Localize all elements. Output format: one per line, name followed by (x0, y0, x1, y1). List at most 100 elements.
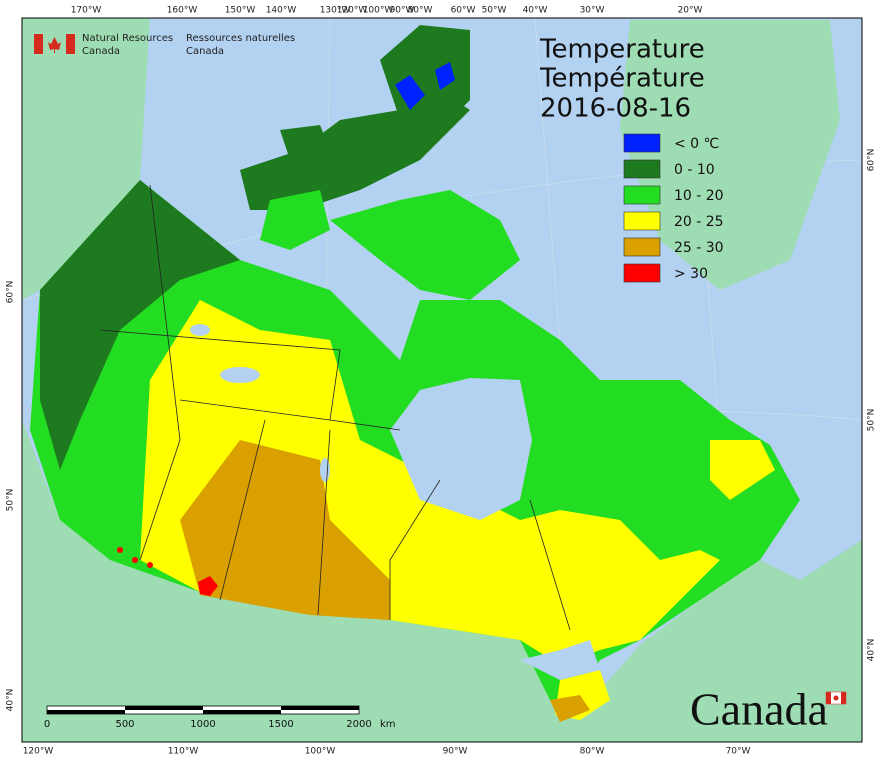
spot (147, 562, 153, 568)
agency-en: Canada (82, 46, 120, 57)
flag-bar (826, 692, 831, 704)
spot (132, 557, 138, 563)
scale-unit: km (380, 719, 396, 730)
flag-bar (841, 692, 846, 704)
graticule-label: 120°W (23, 747, 54, 757)
graticule-label: 160°W (167, 6, 198, 16)
graticule-label: 90°W (443, 747, 468, 757)
graticule-label: 120°W (337, 6, 368, 16)
spot (117, 547, 123, 553)
legend-label: 20 - 25 (674, 214, 724, 230)
scale-segment (47, 710, 125, 714)
scale-label: 2000 (346, 719, 371, 730)
hudson-bay (390, 378, 532, 520)
border (99, 329, 341, 421)
arctic-islands (240, 25, 520, 300)
border (179, 399, 401, 431)
graticule-label: 150°W (225, 6, 256, 16)
flag-bar (66, 34, 75, 54)
very-hot-region (198, 576, 218, 596)
flag-bar (34, 34, 43, 54)
graticule-label: 80°W (580, 747, 605, 757)
border (317, 429, 331, 616)
maple-leaf (833, 695, 839, 701)
graticule-label: 100°W (305, 747, 336, 757)
graticule-label: 130°W (320, 6, 351, 16)
legend-label: 10 - 20 (674, 188, 724, 204)
graticule-label: 60°N (867, 149, 877, 172)
province-borders (99, 184, 571, 631)
graticule-label: 30°W (580, 6, 605, 16)
united-states (22, 420, 862, 742)
border (389, 479, 441, 620)
title-fr: Température (539, 64, 705, 94)
island (280, 125, 330, 160)
ice (395, 75, 425, 110)
wordmark: Canada (690, 684, 828, 735)
ice (435, 62, 455, 90)
graticule-labels: 170°W 160°W 150°W 140°W 130°W120°W100°W90°W8… (6, 6, 877, 757)
legend-swatch (623, 263, 661, 283)
graticule-label: 110°W (168, 747, 199, 757)
lake (190, 324, 210, 336)
island (380, 25, 470, 130)
scale-labels: 0 500 1000 1500 2000 km (44, 719, 396, 730)
graticule-label: 140°W (266, 6, 297, 16)
graticule-label: 170°W (71, 6, 102, 16)
hot-region (180, 440, 390, 620)
scale-label: 500 (115, 719, 134, 730)
graticule-label: 90°W (390, 6, 415, 16)
scale-segment (125, 706, 203, 710)
agency-fr: Canada (186, 46, 224, 57)
map-frame (21, 17, 863, 743)
maple-leaf (48, 37, 61, 53)
lake (320, 458, 330, 482)
graticule-label: 20°W (678, 6, 703, 16)
graticule-label: 60°N (6, 281, 16, 304)
legend-label: 0 - 10 (674, 162, 715, 178)
legend-label: > 30 (674, 266, 708, 282)
lake (220, 367, 260, 383)
island (260, 190, 330, 250)
great-lakes (520, 640, 600, 680)
legend-swatch (623, 237, 661, 257)
scale-segment (203, 710, 281, 714)
scale-label: 0 (44, 719, 50, 730)
island (330, 190, 520, 300)
legend: < 0 ℃ 0 - 10 10 - 20 20 - 25 25 - 30 > 30 (623, 133, 724, 283)
flag-symbol (34, 34, 75, 54)
cold-region (40, 180, 240, 470)
title-en: Temperature (539, 35, 705, 65)
graticule-label: 40°W (523, 6, 548, 16)
graticule-label: 60°W (451, 6, 476, 16)
alaska (22, 18, 150, 300)
very-hot-spots (117, 547, 153, 568)
graticule-label: 50°W (482, 6, 507, 16)
graticule-label: 80°W (408, 6, 433, 16)
graticule-label: 100°W (363, 6, 394, 16)
graticule-label: 40°N (867, 639, 877, 662)
water (190, 324, 600, 680)
border (219, 419, 266, 601)
scale-segment (281, 706, 359, 710)
legend-swatch (623, 211, 661, 231)
graticule-label: 70°W (726, 747, 751, 757)
legend-swatch (623, 185, 661, 205)
foreign-land (22, 18, 862, 742)
legend-label: < 0 ℃ (674, 136, 719, 152)
border (529, 499, 571, 631)
legend-swatch (623, 159, 661, 179)
warm-region (710, 440, 775, 500)
scale-label: 1500 (268, 719, 293, 730)
date: 2016-08-16 (540, 94, 691, 124)
agency-en: Natural Resources (82, 33, 173, 44)
legend-swatch (623, 133, 661, 153)
graticule-label: 50°N (867, 409, 877, 432)
wordmark-flag (825, 691, 847, 705)
border (139, 184, 181, 561)
scale-bar (46, 705, 360, 715)
legend-label: 25 - 30 (674, 240, 724, 256)
graticule-label: 40°N (6, 689, 16, 712)
